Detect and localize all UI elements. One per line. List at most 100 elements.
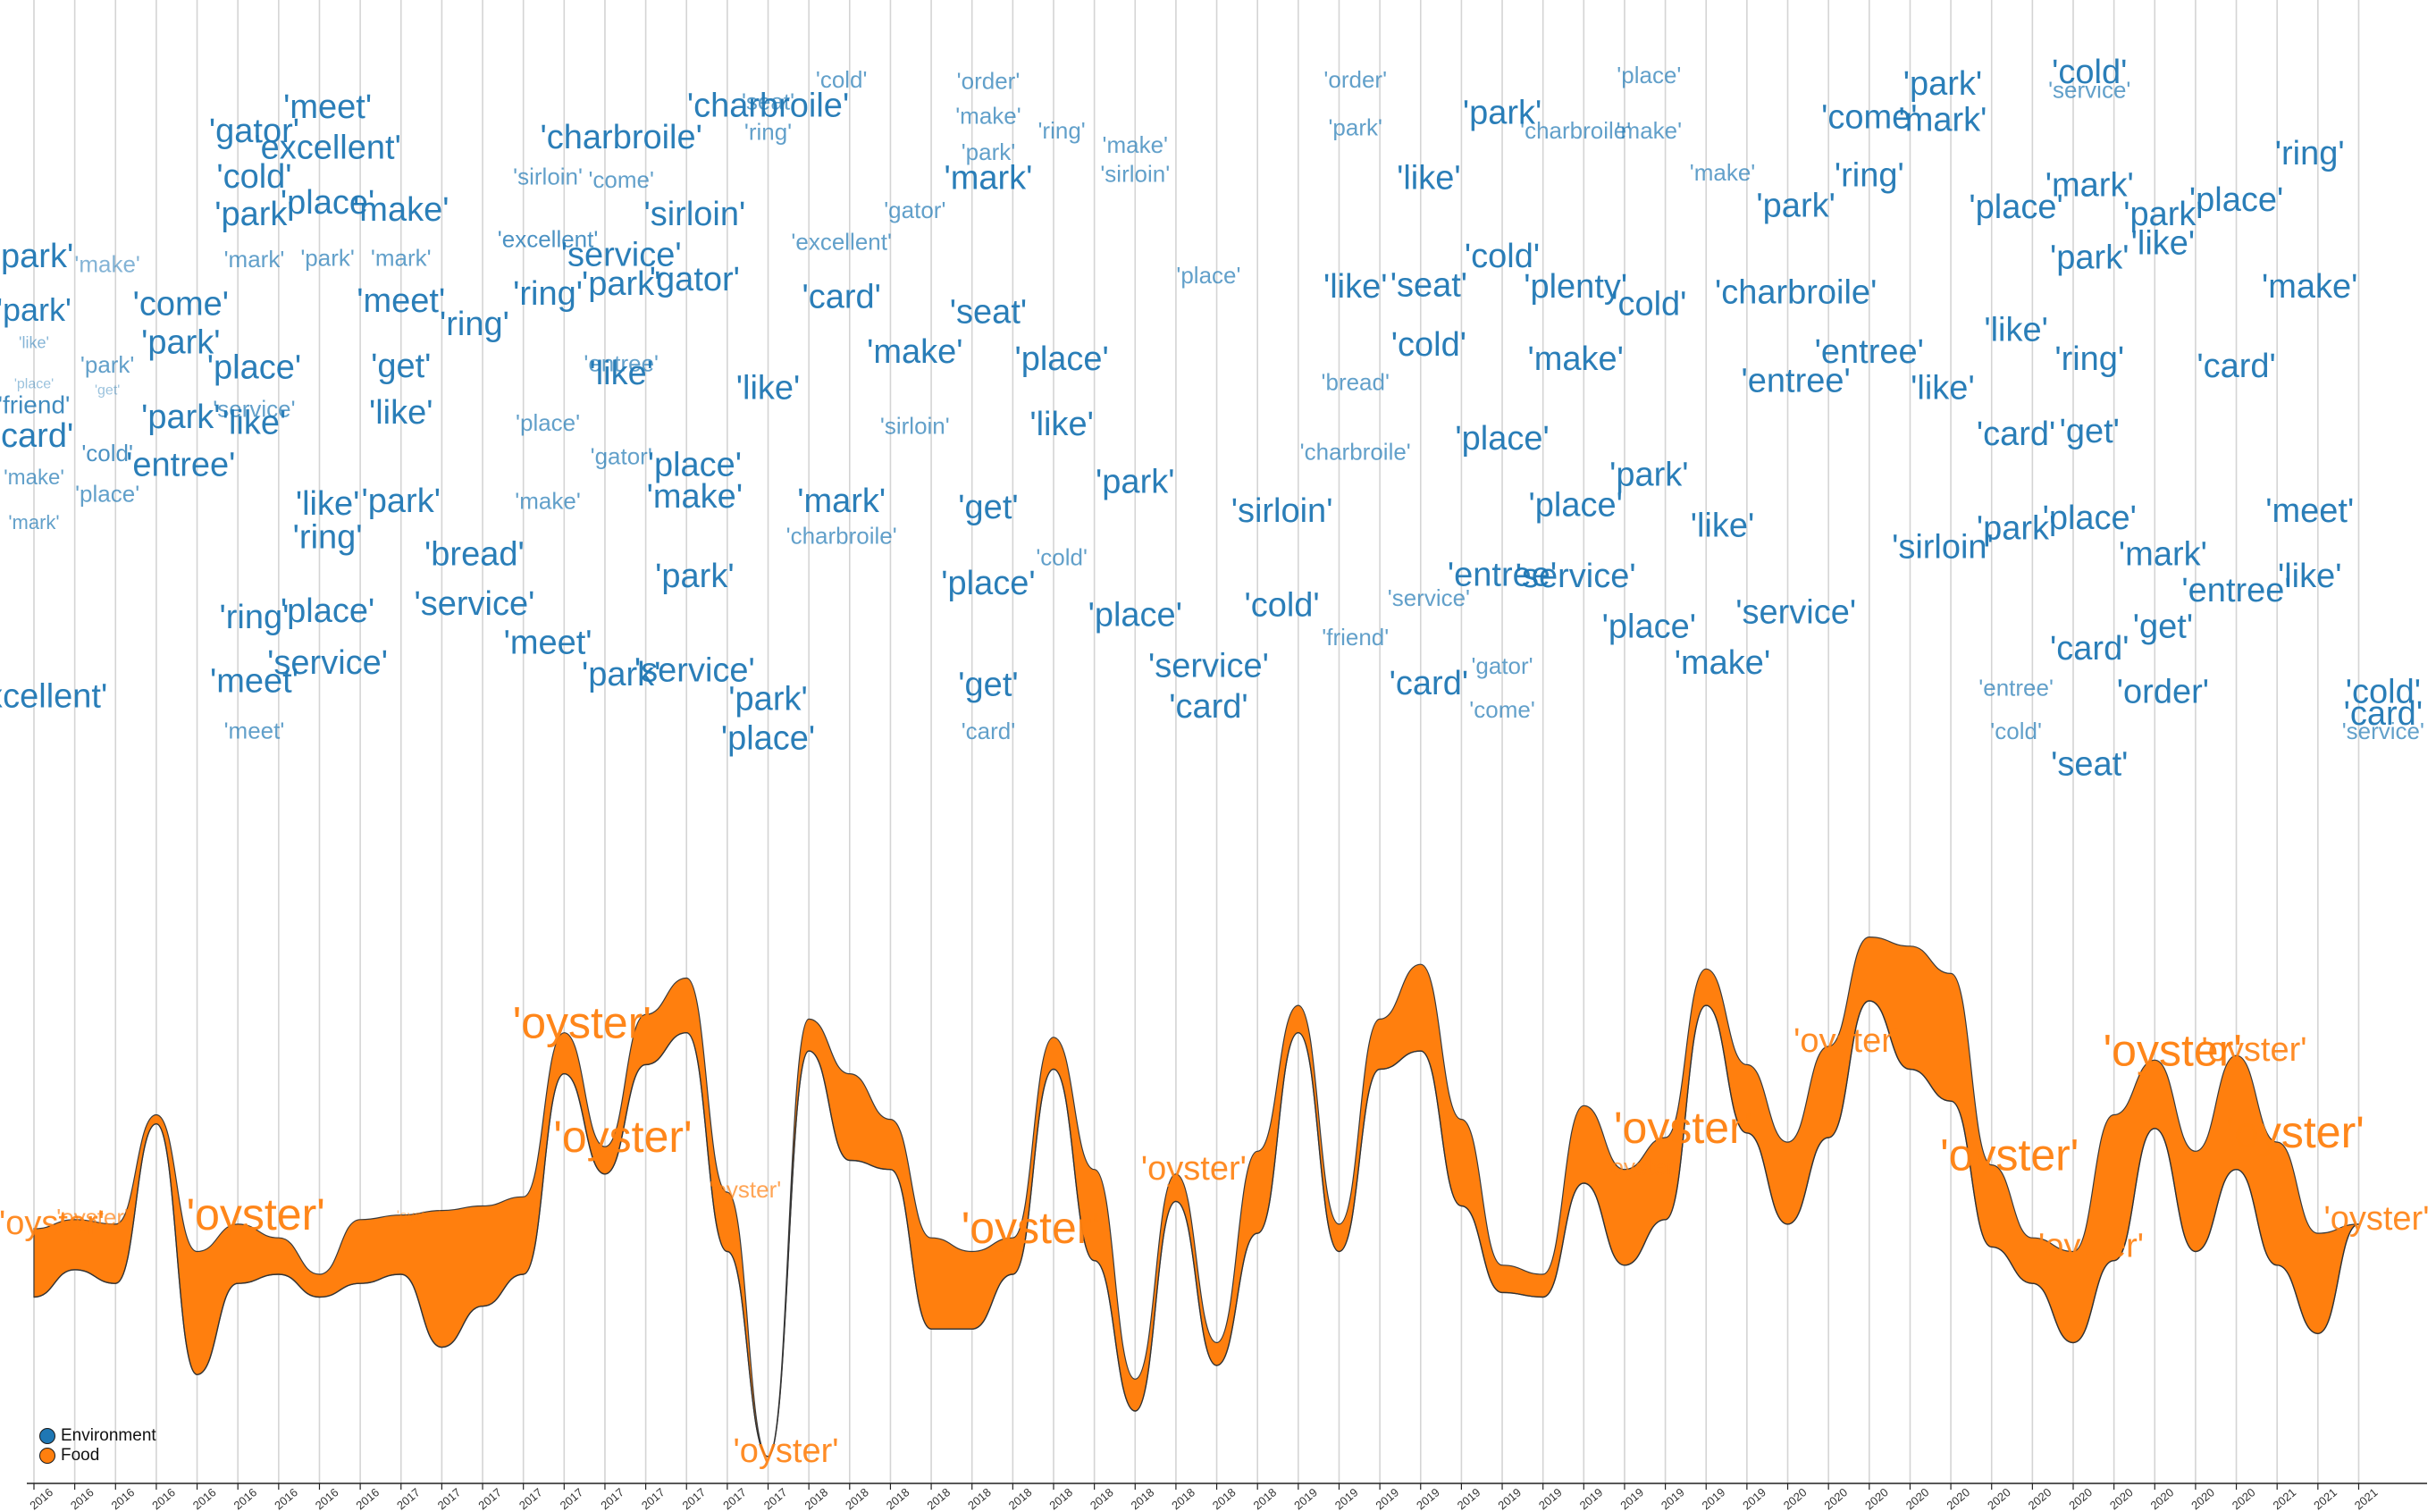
environment-word: 'make'	[1690, 159, 1756, 186]
environment-word: 'excellent'	[254, 129, 401, 166]
environment-word: 'charbroile'	[541, 119, 702, 156]
food-word: 'oyster'	[2038, 1228, 2144, 1265]
environment-word: 'like'	[296, 485, 360, 523]
x-tick-label: 2018	[1046, 1485, 1075, 1512]
environment-word: 'excellent'	[0, 677, 107, 715]
environment-word: 'make'	[1527, 340, 1623, 378]
food-word: 'oyster'	[397, 1209, 441, 1224]
environment-word: 'place'	[281, 184, 374, 222]
x-tick-label: 2019	[1659, 1485, 1687, 1512]
x-tick-label: 2020	[2026, 1485, 2054, 1512]
environment-word: 'order'	[2117, 674, 2209, 711]
environment-word: 'park'	[728, 681, 807, 718]
environment-word: 'place'	[1455, 420, 1549, 458]
grid-lines	[33, 0, 2360, 1483]
environment-word: 'cold'	[1391, 326, 1466, 364]
environment-word: 'park'	[2123, 196, 2202, 233]
environment-word: 'get'	[958, 667, 1018, 704]
stream-baseline	[33, 1000, 2359, 1457]
environment-word: 'park'	[582, 656, 660, 693]
environment-word: 'mark'	[2119, 536, 2207, 574]
environment-word: 'place'	[1602, 609, 1696, 646]
environment-word: 'place'	[1176, 262, 1240, 289]
environment-word: 'charbroile'	[1300, 438, 1411, 465]
environment-word: 'entree'	[1742, 362, 1851, 399]
food-word: 'oyster'	[2104, 1025, 2242, 1075]
environment-word-cloud: 'park''park''like''place''friend''card''…	[0, 54, 2424, 783]
x-tick-label: 2019	[1495, 1485, 1524, 1512]
environment-word: 'card'	[802, 278, 880, 315]
environment-word: 'ring'	[513, 275, 583, 313]
food-stream	[33, 936, 2359, 1457]
food-word: 'oyster'	[513, 998, 651, 1048]
food-word: 'oyster'	[553, 1112, 692, 1162]
environment-word: 'sirloin'	[880, 412, 950, 439]
environment-word: 'place'	[1088, 597, 1182, 634]
x-tick-label: 2021	[2270, 1485, 2298, 1512]
x-tick-label: 2020	[2148, 1485, 2177, 1512]
environment-word: 'park'	[1328, 114, 1382, 141]
environment-word: 'meet'	[224, 717, 285, 743]
environment-word: 'mark'	[8, 511, 59, 533]
x-tick-label: 2019	[1536, 1485, 1565, 1512]
food-word: 'oyster'	[1793, 1022, 1899, 1060]
x-tick-label: 2019	[1740, 1485, 1768, 1512]
environment-word: 'like'	[736, 369, 801, 407]
x-tick-label: 2016	[109, 1485, 138, 1512]
environment-word: 'mark'	[1898, 102, 1987, 139]
environment-word: 'get'	[958, 489, 1018, 526]
food-word: 'oyster'	[2323, 1200, 2429, 1238]
legend-item-food: Food	[39, 1446, 156, 1466]
x-tick-label: 2019	[1291, 1485, 1320, 1512]
environment-word: 'ring'	[744, 118, 792, 145]
x-tick-label: 2019	[1373, 1485, 1401, 1512]
environment-word: 'park'	[0, 238, 73, 275]
environment-word: 'park'	[962, 139, 1016, 165]
environment-word: 'card'	[2344, 695, 2423, 733]
x-tick-label: 2016	[272, 1485, 300, 1512]
environment-word: 'get'	[2060, 413, 2120, 450]
environment-word: 'excellent'	[498, 225, 599, 252]
environment-word: 'service'	[414, 585, 534, 623]
environment-word: 'gator'	[591, 442, 652, 469]
environment-word: 'gator'	[884, 197, 945, 223]
environment-word: 'sirloin'	[1100, 160, 1170, 187]
environment-word: 'service'	[1516, 558, 1636, 595]
x-tick-label: 2019	[1700, 1485, 1728, 1512]
x-tick-label: 2021	[2352, 1485, 2381, 1512]
environment-word: 'ring'	[293, 518, 363, 556]
legend-item-environment: Environment	[39, 1426, 156, 1446]
environment-word: 'make'	[955, 103, 1021, 130]
environment-word: 'ring'	[2054, 340, 2124, 378]
environment-word: 'like'	[1029, 406, 1094, 443]
environment-word: 'park'	[582, 265, 660, 303]
environment-word: 'place'	[14, 376, 54, 391]
environment-word: 'make'	[74, 251, 140, 278]
environment-word: 'ring'	[2275, 135, 2345, 172]
environment-word: 'sirloin'	[643, 196, 745, 233]
environment-word: 'park'	[655, 558, 734, 595]
environment-word: 'gator'	[650, 261, 740, 298]
environment-word: 'cold'	[816, 66, 868, 93]
x-tick-label: 2020	[2066, 1485, 2095, 1512]
environment-word: 'park'	[1096, 464, 1174, 501]
environment-word: 'make'	[1617, 117, 1683, 144]
environment-word: 'get'	[371, 348, 431, 385]
food-word: 'oyster'	[1940, 1130, 2079, 1180]
environment-word: 'place'	[648, 446, 742, 483]
environment-word: 'place'	[207, 349, 301, 387]
environment-word: 'get'	[2133, 609, 2193, 646]
environment-word: 'card'	[0, 417, 73, 455]
x-tick-label: 2017	[394, 1485, 423, 1512]
environment-word: 'cold'	[1036, 544, 1088, 571]
food-word: 'oyster'	[2202, 1031, 2307, 1069]
legend-swatch-food	[39, 1448, 55, 1464]
environment-word: 'service'	[213, 396, 295, 423]
environment-word: 'park'	[0, 291, 71, 328]
environment-word: 'card'	[1390, 665, 1468, 702]
food-area	[33, 936, 2359, 1457]
food-word: 'oyster'	[734, 1432, 839, 1470]
environment-word: 'meet'	[283, 88, 372, 126]
environment-word: 'like'	[223, 404, 287, 441]
x-tick-label: 2016	[149, 1485, 178, 1512]
